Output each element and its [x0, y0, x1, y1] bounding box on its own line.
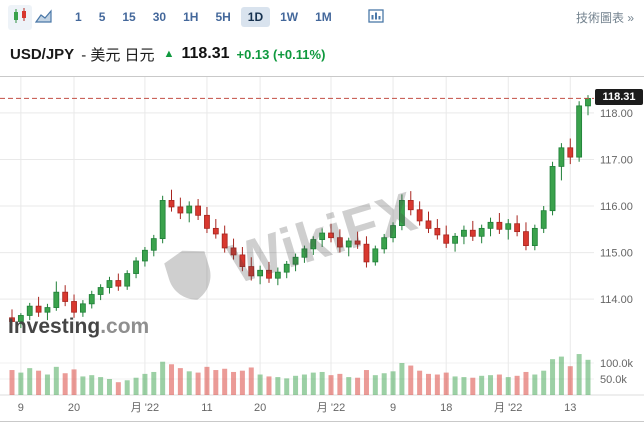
svg-text:100.0k: 100.0k	[600, 358, 634, 370]
svg-text:11: 11	[201, 402, 212, 414]
svg-text:50.0k: 50.0k	[600, 374, 627, 386]
candlestick-chart[interactable]: 118.00 117.00 116.00 115.00 114.00 100.0k 50.0…	[0, 77, 644, 421]
chart-widget: 1 5 15 30 1H 5H 1D 1W 1M 技術圖表 » USD/JPY	[0, 0, 644, 422]
indicators-icon	[368, 8, 384, 27]
interval-5h[interactable]: 5H	[208, 7, 237, 27]
area-chart-button[interactable]	[32, 5, 56, 30]
indicators-button[interactable]	[365, 6, 387, 29]
svg-text:20: 20	[254, 402, 266, 414]
svg-text:月 '22: 月 '22	[131, 402, 159, 414]
last-price-badge: 118.31	[595, 89, 643, 106]
price-change: +0.13 (+0.11%)	[236, 46, 326, 62]
svg-text:9: 9	[18, 402, 24, 414]
svg-text:20: 20	[68, 402, 80, 414]
svg-text:118.00: 118.00	[600, 108, 633, 120]
svg-text:115.00: 115.00	[600, 248, 633, 260]
chart-toolbar: 1 5 15 30 1H 5H 1D 1W 1M 技術圖表 »	[0, 0, 644, 32]
technical-chart-link[interactable]: 技術圖表 »	[575, 10, 634, 25]
interval-1d[interactable]: 1D	[240, 7, 271, 27]
symbol-name: USD/JPY	[10, 45, 75, 63]
svg-text:月 '22: 月 '22	[317, 402, 345, 414]
candlestick-icon	[11, 7, 29, 28]
svg-text:114.00: 114.00	[600, 294, 633, 306]
svg-text:13: 13	[564, 402, 576, 414]
interval-30[interactable]: 30	[146, 7, 173, 27]
interval-1m[interactable]: 1M	[308, 7, 339, 27]
svg-text:18: 18	[440, 402, 452, 414]
interval-group: 1 5 15 30 1H 5H 1D 1W 1M	[68, 7, 339, 27]
candlestick-chart-button[interactable]	[8, 4, 32, 30]
interval-1w[interactable]: 1W	[273, 7, 305, 27]
svg-text:9: 9	[390, 402, 396, 414]
svg-text:117.00: 117.00	[600, 154, 633, 166]
svg-text:116.00: 116.00	[600, 201, 633, 213]
instrument-header: USD/JPY - 美元 日元 ▲ 118.31 +0.13 (+0.11%)	[0, 32, 644, 76]
last-price: 118.31	[181, 45, 230, 62]
up-arrow-icon: ▲	[163, 48, 175, 60]
interval-1h[interactable]: 1H	[176, 7, 205, 27]
interval-15[interactable]: 15	[115, 7, 142, 27]
symbol-subtitle: - 美元 日元	[81, 46, 155, 64]
area-chart-icon	[34, 7, 53, 28]
chart-area[interactable]: 118.00 117.00 116.00 115.00 114.00 100.0k 50.0…	[0, 76, 644, 422]
svg-text:月 '22: 月 '22	[494, 402, 522, 414]
interval-1[interactable]: 1	[68, 7, 89, 27]
interval-5[interactable]: 5	[92, 7, 113, 27]
